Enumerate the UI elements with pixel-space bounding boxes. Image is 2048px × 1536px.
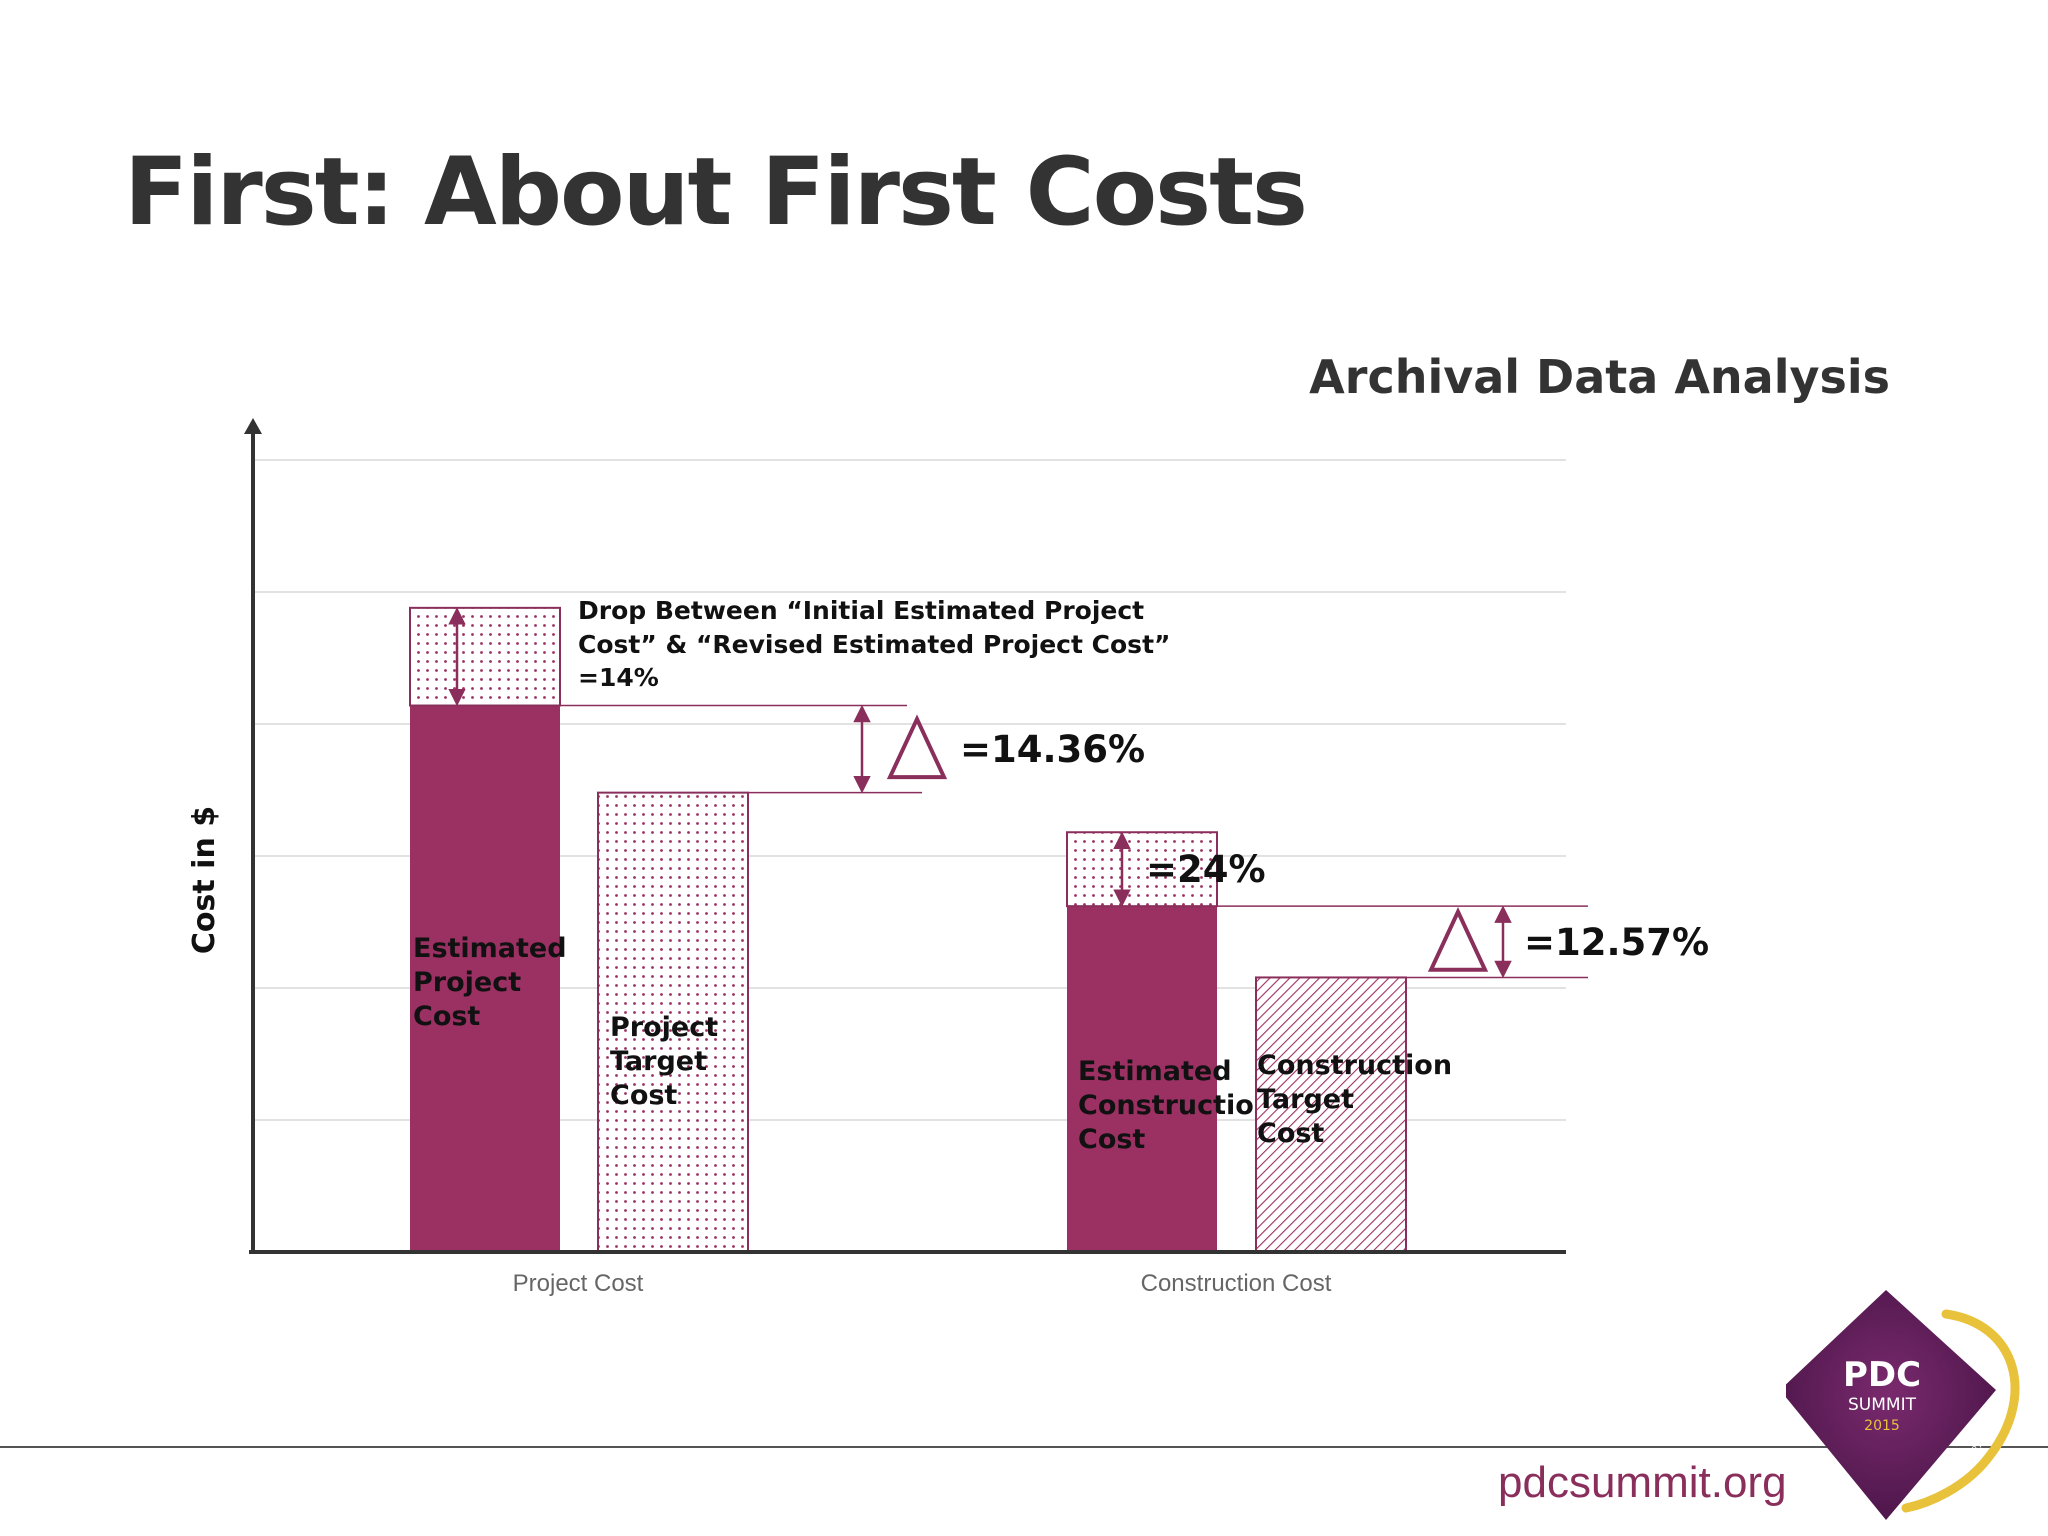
delta-triangle-icon	[1427, 907, 1489, 972]
project-drop-line-1: Drop Between “Initial Estimated Project	[578, 596, 1144, 625]
project-drop-line-3: =14%	[578, 663, 659, 692]
project-delta-value: =14.36%	[960, 728, 1145, 771]
bar-label-line: Target	[1257, 1084, 1354, 1115]
logo-text-pdc: PDC	[1843, 1355, 1921, 1395]
bar-label-line: Construction	[1257, 1050, 1452, 1081]
annotations: Drop Between “Initial Estimated Project …	[448, 596, 1709, 979]
logo-text-year: 2015	[1864, 1418, 1900, 1434]
bar-drop-segment	[1066, 831, 1218, 908]
slide-title: First: About First Costs	[124, 138, 1308, 247]
footer-url: pdcsummit.org	[1498, 1458, 1787, 1507]
construction-delta-value: =12.57%	[1524, 921, 1709, 964]
bar-label-line: Project	[610, 1012, 718, 1043]
bar-label-line: Target	[610, 1046, 707, 1077]
bar-label-line: Cost	[1257, 1118, 1324, 1149]
bar-drop-segment	[409, 606, 561, 707]
bar-label-line: Cost	[1078, 1124, 1145, 1155]
bar-label-line: Estimated	[413, 933, 567, 964]
bar-label-line: Cost	[610, 1080, 677, 1111]
bar-label-line: Construction	[1078, 1090, 1273, 1121]
footer-divider	[0, 1446, 2048, 1448]
x-tick-label: Construction Cost	[1141, 1270, 1332, 1297]
bar	[410, 705, 560, 1252]
bar	[597, 791, 749, 1253]
bar-label-line: Cost	[413, 1001, 480, 1032]
x-tick-label: Project Cost	[513, 1270, 644, 1297]
section-label: Archival Data Analysis	[1309, 350, 1890, 404]
bar-label-line: Estimated	[1078, 1056, 1232, 1087]
project-drop-line-2: Cost” & “Revised Estimated Project Cost”	[578, 630, 1170, 659]
logo-text-summit: SUMMIT	[1848, 1395, 1917, 1415]
delta-triangle-icon	[886, 714, 948, 780]
bar	[1067, 906, 1217, 1252]
pdc-summit-logo: PDC SUMMIT 2015 SINCE 1987	[1786, 1290, 2020, 1520]
y-axis-label: Cost in $	[187, 806, 222, 954]
bar	[1255, 976, 1407, 1253]
y-axis-arrow-icon	[244, 418, 262, 434]
construction-drop-value: =24%	[1146, 848, 1266, 891]
bar-label-line: Project	[413, 967, 521, 998]
